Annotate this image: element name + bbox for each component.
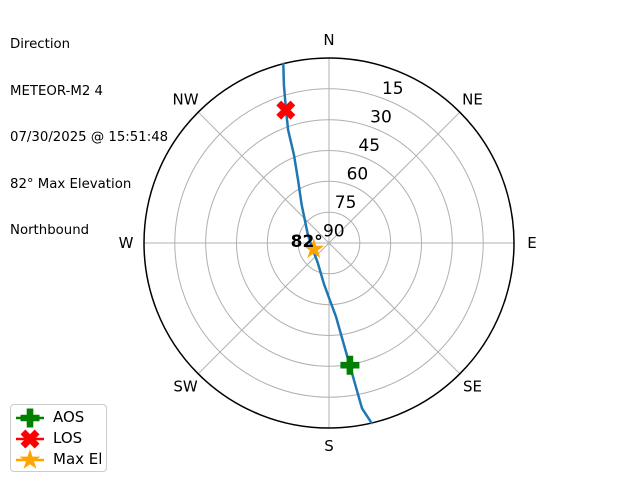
chart-info-block: Direction METEOR-M2 4 07/30/2025 @ 15:51… — [10, 6, 168, 270]
aos-plus-icon — [14, 407, 46, 429]
horizon-circle — [143, 57, 515, 429]
max-el-marker — [303, 238, 325, 259]
elevation-tick-label-15: 15 — [382, 79, 404, 99]
satellite-track — [282, 62, 373, 425]
max-el-star-icon — [14, 448, 46, 471]
azimuth-spoke-ne — [328, 111, 461, 244]
compass-label-w: W — [119, 234, 134, 252]
max-elevation-text: 82° Max Elevation — [10, 176, 132, 192]
legend-item-los: LOS — [14, 428, 106, 449]
compass-label-s: S — [324, 437, 334, 455]
compass-label-e: E — [527, 234, 536, 252]
pass-datetime: 07/30/2025 @ 15:51:48 — [10, 130, 169, 145]
legend: AOS LOS Max El — [10, 404, 107, 472]
chart-title: Direction — [10, 37, 71, 52]
compass-label-nw: NW — [172, 91, 198, 109]
legend-item-aos: AOS — [14, 407, 106, 428]
los-x-icon — [14, 428, 46, 450]
elevation-tick-label-30: 30 — [370, 108, 392, 128]
azimuth-spoke-se — [328, 242, 461, 375]
legend-label-los: LOS — [53, 429, 83, 447]
elevation-tick-label-45: 45 — [358, 136, 380, 156]
compass-label-se: SE — [463, 378, 482, 396]
satellite-name: METEOR-M2 4 — [10, 83, 103, 99]
compass-label-sw: SW — [173, 378, 198, 396]
elevation-tick-label-90: 90 — [323, 222, 345, 242]
legend-label-aos: AOS — [53, 408, 85, 426]
pass-direction: Northbound — [10, 223, 90, 238]
compass-label-n: N — [323, 31, 334, 49]
elevation-tick-label-60: 60 — [347, 165, 369, 185]
legend-label-max-el: Max El — [53, 450, 103, 468]
max-el-annotation: 82° — [291, 232, 323, 252]
azimuth-spoke-sw — [197, 242, 330, 375]
compass-label-ne: NE — [462, 91, 483, 109]
azimuth-spoke-nw — [197, 111, 330, 244]
legend-item-max-el: Max El — [14, 448, 106, 471]
aos-marker — [340, 355, 360, 375]
elevation-tick-label-75: 75 — [335, 193, 357, 213]
los-marker — [276, 100, 296, 120]
